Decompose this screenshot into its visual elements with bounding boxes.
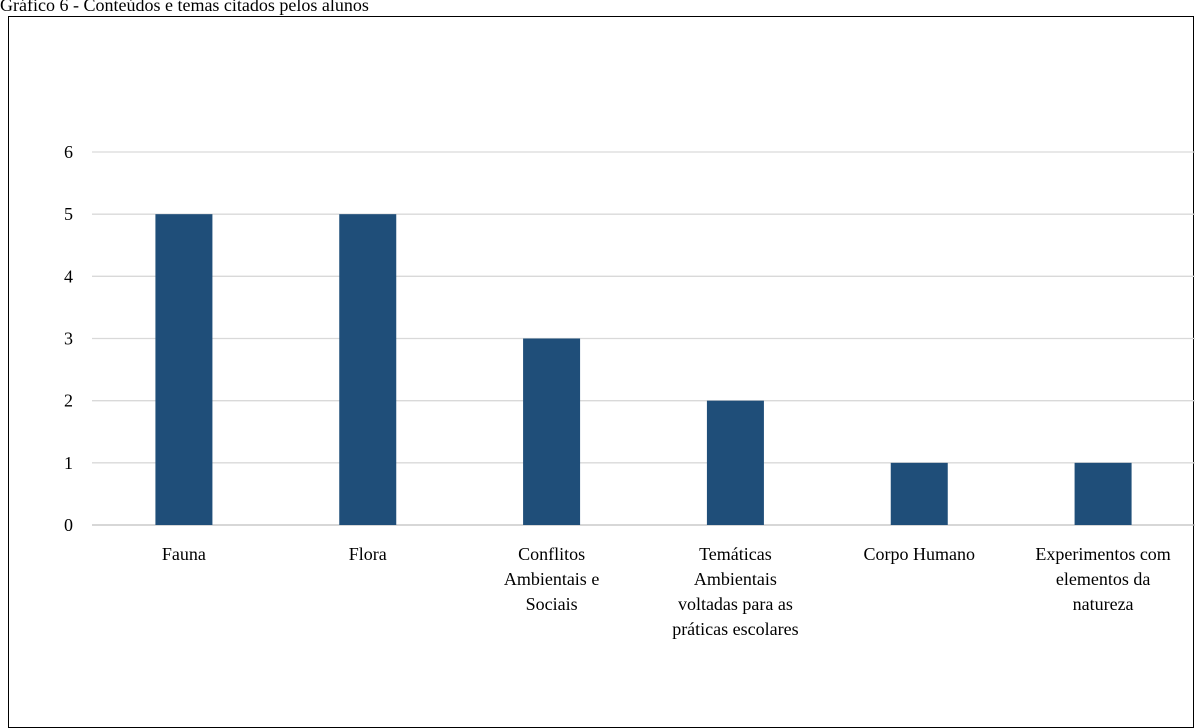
x-category-label-line: Ambientais e [504,569,599,589]
bar [890,462,948,525]
x-category-label-line: Flora [349,544,387,564]
x-category-label-line: Fauna [162,544,206,564]
x-category-label: Corpo Humano [864,544,976,564]
x-category-label: Experimentos com elementos da natureza [1035,544,1170,614]
x-category-label-line: Temáticas [699,544,772,564]
x-category-label-line: Corpo Humano [864,544,976,564]
x-category-label-line: práticas escolares [672,619,798,639]
x-category-label: Temáticas Ambientais voltadas para as práti… [672,544,798,639]
y-tick-label: 3 [64,329,73,349]
x-category-label-line: Sociais [526,594,578,614]
x-category-label: Flora [349,544,387,564]
x-category-label-line: natureza [1073,594,1134,614]
bar [155,214,213,525]
y-tick-label: 0 [64,515,73,535]
bar [1074,462,1132,525]
x-category-label: Conflitos Ambientais e Sociais [504,544,599,614]
x-category-label-line: Experimentos com [1035,544,1170,564]
y-tick-label: 5 [64,204,73,224]
x-category-label-line: voltadas para as [678,594,793,614]
y-tick-label: 6 [64,142,73,162]
bar [523,338,581,525]
x-category-label-line: Ambientais [694,569,777,589]
x-category-label-line: elementos da [1056,569,1150,589]
y-tick-label: 4 [64,266,73,286]
bar [706,400,764,525]
bar [339,214,397,525]
x-category-label: Fauna [162,544,206,564]
y-tick-label: 2 [64,391,73,411]
x-category-label-line: Conflitos [518,544,585,564]
figure-caption: Gráfico 6 - Conteúdos e temas citados pe… [0,0,369,15]
y-tick-label: 1 [64,453,73,473]
